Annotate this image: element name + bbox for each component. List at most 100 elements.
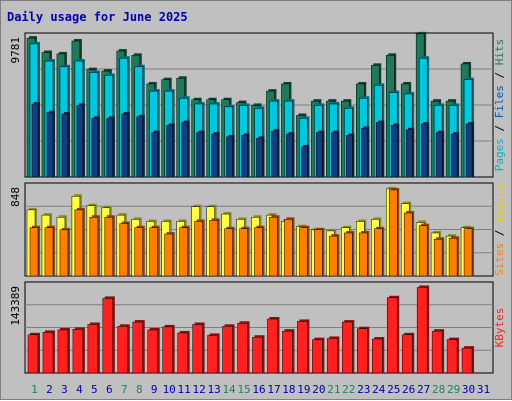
x-tick-label-day-3: 3: [61, 383, 68, 396]
bar-kbytes-day-28: [431, 330, 443, 374]
bar-pages-day-25: [390, 125, 398, 178]
bar-kbytes-day-22: [342, 321, 353, 374]
legend-sites-visits-visits: Visits: [493, 183, 506, 223]
bar-kbytes-day-13: [207, 335, 218, 374]
x-tick-label-day-8: 8: [136, 383, 143, 396]
x-tick-label-day-14: 14: [222, 383, 236, 396]
bar-sites-day-21: [329, 235, 338, 277]
bar-pages-day-5: [91, 118, 99, 178]
bar-sites-day-28: [433, 239, 443, 277]
bar-pages-day-10: [166, 125, 173, 178]
bar-pages-day-30: [465, 123, 473, 178]
x-tick-label-day-9: 9: [151, 383, 158, 396]
panel-1-ymax-label: 9781: [9, 37, 22, 64]
legend-kbytes-kbytes: KBytes: [493, 308, 506, 348]
bar-sites-day-12: [194, 221, 203, 277]
x-tick-label-day-13: 13: [207, 383, 220, 396]
legend-pages-files-hits-separator: /: [493, 118, 506, 138]
x-tick-label-day-6: 6: [106, 383, 113, 396]
bar-kbytes-day-3: [57, 329, 69, 374]
bar-sites-day-9: [149, 227, 158, 277]
x-tick-label-day-25: 25: [387, 383, 400, 396]
bar-sites-day-17: [269, 216, 278, 277]
x-tick-label-day-30: 30: [462, 383, 475, 396]
bar-kbytes-day-12: [192, 324, 203, 374]
x-tick-label-day-22: 22: [342, 383, 355, 396]
bar-pages-day-14: [226, 136, 233, 178]
x-tick-label-day-27: 27: [417, 383, 430, 396]
x-tick-label-day-21: 21: [327, 383, 340, 396]
x-tick-label-day-20: 20: [312, 383, 325, 396]
bar-sites-day-11: [179, 227, 188, 277]
bar-sites-day-23: [359, 232, 368, 277]
bar-pages-day-2: [46, 112, 54, 178]
x-tick-label-day-12: 12: [193, 383, 206, 396]
bar-sites-day-2: [44, 227, 54, 277]
bar-sites-day-3: [59, 229, 69, 277]
bar-sites-day-1: [29, 227, 39, 277]
bar-sites-day-25: [388, 189, 398, 277]
legend-pages-files-hits-separator: /: [493, 65, 506, 85]
x-tick-label-day-24: 24: [372, 383, 386, 396]
x-tick-label-day-4: 4: [76, 383, 83, 396]
bar-sites-day-26: [403, 212, 413, 277]
chart-title: Daily usage for June 2025: [7, 10, 188, 24]
bar-kbytes-day-8: [132, 321, 144, 374]
bar-kbytes-day-15: [237, 322, 248, 374]
bar-kbytes-day-9: [147, 329, 158, 374]
bar-sites-day-5: [89, 216, 99, 277]
bar-pages-day-16: [256, 138, 263, 178]
bar-pages-day-4: [76, 105, 84, 178]
bar-sites-day-13: [209, 220, 218, 277]
legend-sites-visits-sites: Sites: [493, 243, 506, 276]
bar-pages-day-21: [331, 132, 338, 178]
bar-pages-day-1: [31, 103, 39, 178]
bar-kbytes-day-24: [372, 338, 383, 374]
bar-kbytes-day-4: [72, 329, 84, 374]
x-tick-label-day-29: 29: [447, 383, 460, 396]
bar-kbytes-day-11: [177, 332, 188, 374]
bar-sites-day-19: [299, 227, 308, 277]
bar-pages-day-18: [286, 133, 293, 178]
bar-sites-day-6: [104, 216, 114, 277]
x-tick-label-day-31: 31: [477, 383, 490, 396]
bar-kbytes-day-7: [117, 326, 129, 374]
legend-pages-files-hits-pages: Pages: [493, 138, 506, 171]
bar-pages-day-12: [196, 132, 203, 178]
bar-pages-day-23: [361, 128, 368, 178]
bar-pages-day-11: [181, 122, 188, 178]
bar-kbytes-day-30: [461, 347, 473, 374]
x-tick-label-day-23: 23: [357, 383, 370, 396]
panel-3-ymax-label: 143389: [9, 286, 22, 326]
bar-pages-day-22: [346, 135, 353, 178]
bar-pages-day-15: [241, 135, 248, 178]
bar-sites-day-15: [239, 228, 248, 277]
bar-sites-day-27: [418, 225, 428, 277]
x-tick-label-day-16: 16: [252, 383, 265, 396]
bar-kbytes-day-6: [102, 298, 114, 374]
bar-sites-day-7: [119, 223, 129, 277]
bar-kbytes-day-26: [401, 334, 413, 374]
bar-pages-day-28: [435, 132, 443, 178]
bar-kbytes-day-5: [87, 324, 99, 374]
panel-2-ymax-label: 848: [9, 187, 22, 207]
bar-kbytes-day-18: [282, 330, 293, 374]
bar-sites-day-22: [344, 232, 353, 277]
bar-sites-day-16: [254, 227, 263, 277]
bar-sites-day-18: [284, 219, 293, 277]
bar-pages-day-24: [376, 122, 383, 178]
x-tick-label-day-18: 18: [282, 383, 295, 396]
bar-kbytes-day-23: [357, 328, 368, 374]
legend-pages-files-hits-hits: Hits: [493, 39, 506, 66]
bar-pages-day-19: [301, 146, 308, 178]
x-tick-label-day-26: 26: [402, 383, 415, 396]
legend-sites-visits-separator: /: [493, 223, 506, 243]
bar-pages-day-27: [420, 123, 428, 178]
bar-kbytes-day-10: [162, 326, 173, 374]
bar-kbytes-day-17: [267, 318, 278, 374]
bar-pages-day-17: [271, 130, 278, 178]
legend-kbytes: KBytes: [493, 308, 506, 348]
bar-pages-day-3: [61, 113, 69, 178]
